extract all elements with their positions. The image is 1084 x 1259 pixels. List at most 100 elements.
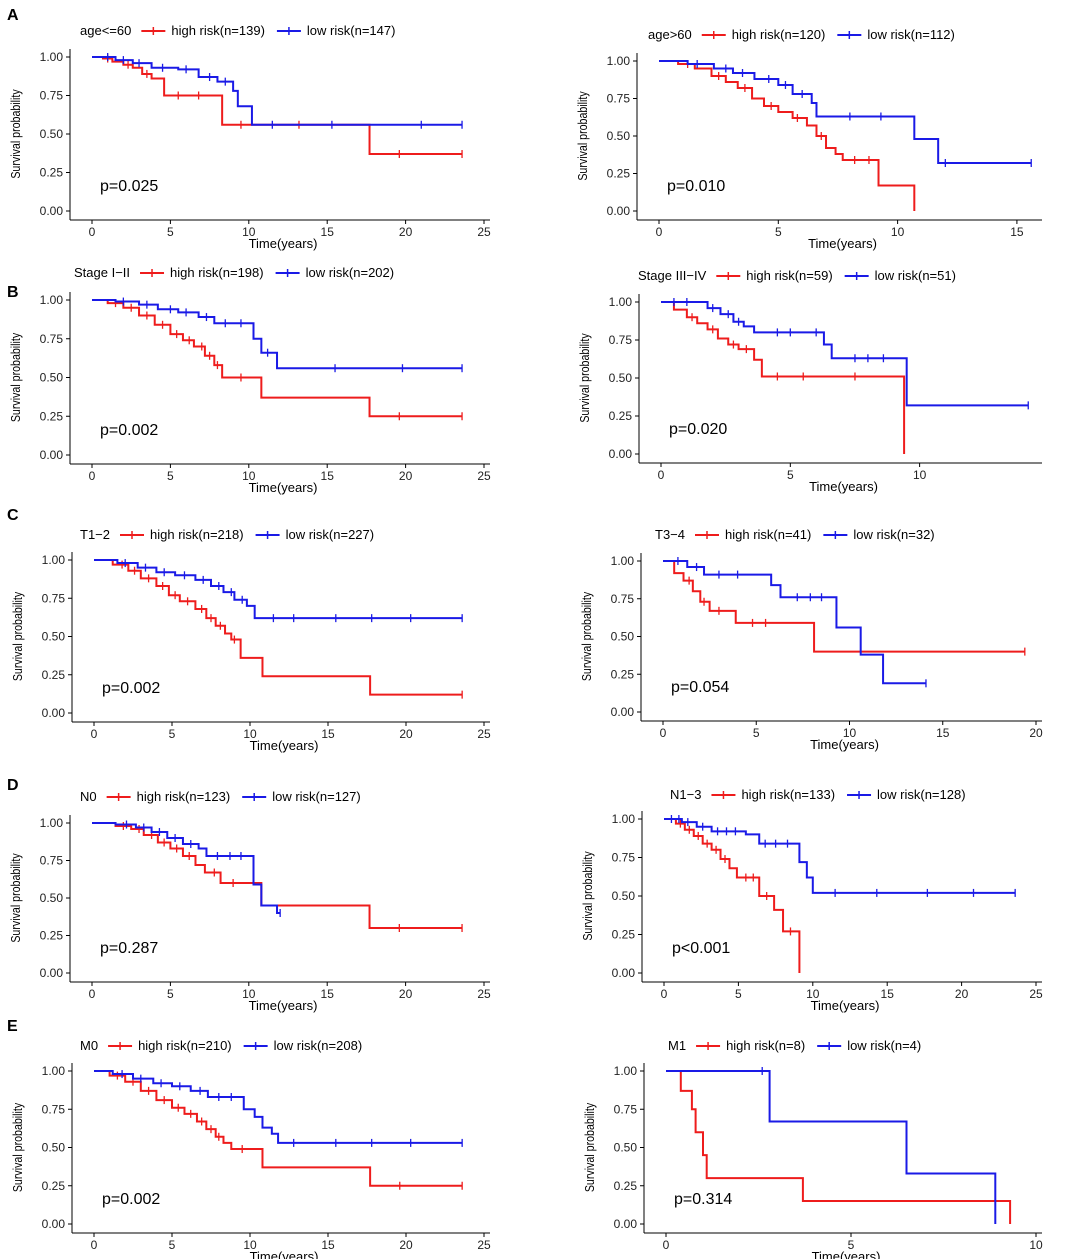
- x-tick-label: 5: [735, 987, 742, 1001]
- y-tick-label: 0.75: [42, 591, 66, 605]
- km-curve-low-risk: [663, 560, 926, 685]
- y-tick-label: 0.25: [40, 929, 64, 943]
- x-tick-label: 10: [1029, 1238, 1043, 1252]
- x-tick-label: 5: [167, 469, 174, 483]
- y-tick-label: 0.50: [611, 630, 635, 644]
- p-value: p=0.314: [674, 1191, 732, 1208]
- km-plot-5: 0.00 0.25 0.50 0.75 1.00 0 5 10 15 20 25 Time(years…: [10, 527, 491, 753]
- y-tick-label: 0.25: [40, 166, 64, 180]
- x-tick-label: 20: [399, 727, 413, 741]
- x-tick-label: 20: [399, 469, 413, 483]
- p-value: p=0.010: [667, 178, 725, 195]
- legend-label-high-risk: high risk(n=120): [732, 27, 826, 42]
- x-tick-label: 15: [321, 1238, 335, 1252]
- km-curve-low-risk: [664, 818, 1016, 894]
- x-tick-label: 15: [321, 987, 335, 1001]
- y-tick-label: 0.25: [607, 167, 631, 181]
- y-tick-label: 0.50: [609, 371, 633, 385]
- y-tick-label: 0.25: [40, 409, 64, 423]
- y-axis-title: Survival probability: [10, 1103, 25, 1192]
- p-value: p=0.002: [100, 422, 158, 439]
- x-tick-label: 5: [753, 726, 760, 740]
- y-axis-title: Survival probability: [8, 853, 23, 942]
- x-tick-label: 20: [1029, 726, 1043, 740]
- y-tick-label: 1.00: [40, 816, 64, 830]
- km-curve-high-risk: [664, 818, 801, 973]
- x-tick-label: 0: [660, 726, 667, 740]
- legend-title: Stage I−II: [74, 265, 130, 280]
- km-curve-high-risk: [92, 56, 463, 156]
- km-curve-low-risk: [666, 1070, 997, 1224]
- legend-label-low-risk: low risk(n=4): [847, 1038, 921, 1053]
- km-plot-1: 0.00 0.25 0.50 0.75 1.00 0 5 10 15 20 25 Time(years…: [8, 23, 491, 251]
- y-tick-label: 1.00: [612, 812, 636, 826]
- y-tick-label: 1.00: [42, 1064, 66, 1078]
- y-tick-label: 0.50: [614, 1141, 638, 1155]
- legend-title: age>60: [648, 27, 692, 42]
- x-tick-label: 5: [167, 225, 174, 239]
- x-tick-label: 20: [399, 987, 413, 1001]
- x-axis-title: Time(years): [250, 1249, 319, 1259]
- x-tick-label: 20: [399, 1238, 413, 1252]
- x-tick-label: 10: [243, 1238, 257, 1252]
- legend-label-high-risk: high risk(n=133): [741, 787, 835, 802]
- x-tick-label: 15: [321, 225, 335, 239]
- x-tick-label: 25: [477, 469, 491, 483]
- x-tick-label: 0: [661, 987, 668, 1001]
- p-value: p=0.002: [102, 1191, 160, 1208]
- x-axis-title: Time(years): [812, 1249, 881, 1259]
- y-tick-label: 0.50: [612, 889, 636, 903]
- km-plot-8: 0.00 0.25 0.50 0.75 1.00 0 5 10 15 20 25 Time(years…: [580, 787, 1043, 1013]
- legend-label-high-risk: high risk(n=59): [746, 268, 832, 283]
- y-tick-label: 0.50: [42, 630, 66, 644]
- x-tick-label: 0: [89, 987, 96, 1001]
- km-plot-4: 0.00 0.25 0.50 0.75 1.00 0 5 10 Time(years) Survi…: [577, 268, 1042, 494]
- y-axis-title: Survival probability: [579, 592, 594, 681]
- y-tick-label: 0.25: [614, 1179, 638, 1193]
- y-tick-label: 0.00: [40, 448, 64, 462]
- y-tick-label: 0.50: [40, 891, 64, 905]
- legend-label-low-risk: low risk(n=112): [867, 27, 955, 42]
- x-tick-label: 10: [806, 987, 820, 1001]
- x-tick-label: 5: [775, 225, 782, 239]
- legend-label-low-risk: low risk(n=32): [853, 527, 934, 542]
- legend-title: M0: [80, 1038, 98, 1053]
- legend-label-high-risk: high risk(n=139): [171, 23, 265, 38]
- p-value: p=0.054: [671, 679, 729, 696]
- panel-letter-d: D: [7, 777, 19, 794]
- y-tick-label: 0.25: [42, 1179, 66, 1193]
- x-tick-label: 0: [91, 727, 98, 741]
- km-curve-low-risk: [92, 822, 281, 914]
- legend-label-low-risk: low risk(n=227): [286, 527, 375, 542]
- x-axis-title: Time(years): [808, 236, 877, 251]
- x-axis-title: Time(years): [249, 998, 318, 1013]
- legend-title: T3−4: [655, 527, 685, 542]
- x-tick-label: 0: [663, 1238, 670, 1252]
- km-curve-low-risk: [94, 559, 463, 620]
- x-tick-label: 10: [891, 225, 905, 239]
- legend-title: T1−2: [80, 527, 110, 542]
- legend-title: age<=60: [80, 23, 131, 38]
- x-tick-label: 15: [936, 726, 950, 740]
- y-tick-label: 0.50: [40, 127, 64, 141]
- y-tick-label: 0.50: [40, 371, 64, 385]
- y-tick-label: 0.00: [42, 1217, 66, 1231]
- plots-container: 0.00 0.25 0.50 0.75 1.00 0 5 10 15 20 25 Time(years…: [8, 23, 1043, 1259]
- p-value: p=0.287: [100, 940, 158, 957]
- x-tick-label: 15: [321, 727, 335, 741]
- y-tick-label: 0.00: [609, 447, 633, 461]
- p-value: p=0.002: [102, 680, 160, 697]
- km-plot-2: 0.00 0.25 0.50 0.75 1.00 0 5 10 15 Time(years) Sur…: [575, 27, 1042, 251]
- km-curve-high-risk: [92, 299, 463, 418]
- km-curve-low-risk: [92, 56, 463, 126]
- y-tick-label: 1.00: [40, 293, 64, 307]
- x-tick-label: 10: [242, 469, 256, 483]
- y-axis-title: Survival probability: [577, 333, 592, 422]
- x-axis-title: Time(years): [249, 236, 318, 251]
- x-tick-label: 25: [477, 727, 491, 741]
- legend-label-low-risk: low risk(n=208): [274, 1038, 363, 1053]
- x-tick-label: 25: [477, 987, 491, 1001]
- km-plot-7: 0.00 0.25 0.50 0.75 1.00 0 5 10 15 20 25 Time(years…: [8, 789, 491, 1013]
- legend-title: N1−3: [670, 787, 701, 802]
